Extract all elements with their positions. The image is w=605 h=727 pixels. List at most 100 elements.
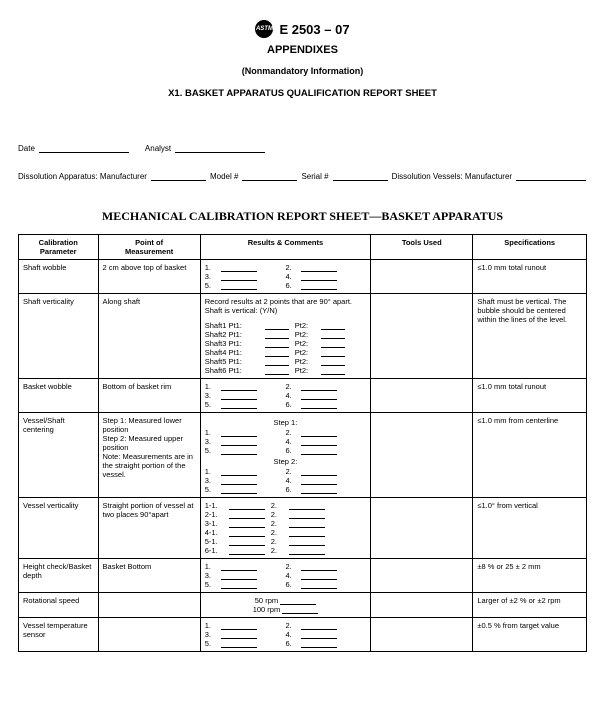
result-field[interactable] [229, 537, 265, 546]
appendixes-heading: APPENDIXES [18, 44, 587, 56]
result-field[interactable] [321, 321, 345, 330]
result-field[interactable] [301, 571, 337, 580]
tools-cell[interactable] [371, 593, 473, 618]
spec-cell: ≤1.0 mm total runout [473, 260, 587, 294]
result-field[interactable] [301, 382, 337, 391]
result-field[interactable] [301, 437, 337, 446]
results-cell: 1-1.2. 2-1.2. 3-1.2. 4-1.2. 5-1.2. 6-1.2… [200, 498, 370, 559]
result-field[interactable] [301, 400, 337, 409]
result-field[interactable] [289, 510, 325, 519]
results-cell: Record results at 2 points that are 90° … [200, 294, 370, 379]
row-temp-sensor: Vessel temperature sensor 1. 2. 3. 4. 5.… [19, 618, 587, 652]
result-field[interactable] [221, 437, 257, 446]
point-cell: Along shaft [98, 294, 200, 379]
spec-cell: Larger of ±2 % or ±2 rpm [473, 593, 587, 618]
result-field[interactable] [265, 330, 289, 339]
table-header-row: Calibration Parameter Point of Measureme… [19, 235, 587, 260]
result-field[interactable] [301, 428, 337, 437]
result-field[interactable] [221, 580, 257, 589]
result-field[interactable] [221, 467, 257, 476]
col-header-spec: Specifications [473, 235, 587, 260]
result-field[interactable] [229, 528, 265, 537]
manufacturer-field[interactable] [151, 171, 206, 181]
result-field[interactable] [221, 571, 257, 580]
param-cell: Vessel temperature sensor [19, 618, 99, 652]
serial-field[interactable] [333, 171, 388, 181]
result-field[interactable] [282, 605, 318, 614]
result-field[interactable] [221, 400, 257, 409]
result-field[interactable] [321, 366, 345, 375]
result-field[interactable] [229, 546, 265, 555]
result-field[interactable] [301, 485, 337, 494]
result-field[interactable] [301, 630, 337, 639]
result-field[interactable] [229, 519, 265, 528]
results-cell: 1. 2. 3. 4. 5. 6. [200, 379, 370, 413]
result-field[interactable] [321, 348, 345, 357]
tools-cell[interactable] [371, 559, 473, 593]
result-field[interactable] [221, 391, 257, 400]
result-field[interactable] [280, 596, 316, 605]
vessel-manufacturer-field[interactable] [516, 171, 586, 181]
row-height-check: Height check/Basket depth Basket Bottom … [19, 559, 587, 593]
tools-cell[interactable] [371, 379, 473, 413]
result-field[interactable] [221, 446, 257, 455]
result-field[interactable] [221, 272, 257, 281]
result-field[interactable] [301, 446, 337, 455]
result-field[interactable] [265, 348, 289, 357]
result-field[interactable] [321, 330, 345, 339]
result-field[interactable] [229, 501, 265, 510]
result-field[interactable] [221, 428, 257, 437]
result-field[interactable] [221, 263, 257, 272]
param-cell: Basket wobble [19, 379, 99, 413]
result-field[interactable] [301, 562, 337, 571]
tools-cell[interactable] [371, 618, 473, 652]
results-cell: 1. 2. 3. 4. 5. 6. [200, 559, 370, 593]
result-field[interactable] [265, 339, 289, 348]
result-field[interactable] [221, 476, 257, 485]
result-field[interactable] [301, 639, 337, 648]
result-field[interactable] [265, 366, 289, 375]
tools-cell[interactable] [371, 498, 473, 559]
result-field[interactable] [289, 537, 325, 546]
step1-label: Step 1: [205, 418, 366, 427]
result-field[interactable] [289, 501, 325, 510]
result-field[interactable] [221, 281, 257, 290]
spec-cell: ±8 % or 25 ± 2 mm [473, 559, 587, 593]
param-cell: Rotational speed [19, 593, 99, 618]
result-field[interactable] [265, 321, 289, 330]
result-field[interactable] [301, 621, 337, 630]
result-field[interactable] [265, 357, 289, 366]
standard-code: E 2503 – 07 [279, 22, 349, 37]
result-field[interactable] [221, 382, 257, 391]
result-field[interactable] [289, 528, 325, 537]
result-field[interactable] [221, 621, 257, 630]
spec-cell: Shaft must be vertical. The bubble shoul… [473, 294, 587, 379]
result-field[interactable] [301, 476, 337, 485]
row-basket-wobble: Basket wobble Bottom of basket rim 1. 2.… [19, 379, 587, 413]
result-field[interactable] [301, 263, 337, 272]
row-centering: Vessel/Shaft centering Step 1: Measured … [19, 413, 587, 498]
result-field[interactable] [301, 391, 337, 400]
analyst-field[interactable] [175, 143, 265, 153]
result-field[interactable] [289, 519, 325, 528]
result-field[interactable] [289, 546, 325, 555]
result-field[interactable] [221, 485, 257, 494]
result-field[interactable] [301, 467, 337, 476]
result-field[interactable] [301, 281, 337, 290]
result-field[interactable] [301, 272, 337, 281]
result-field[interactable] [221, 630, 257, 639]
col-header-results: Results & Comments [200, 235, 370, 260]
result-field[interactable] [221, 639, 257, 648]
tools-cell[interactable] [371, 294, 473, 379]
col-header-parameter: Calibration Parameter [19, 235, 99, 260]
tools-cell[interactable] [371, 413, 473, 498]
result-field[interactable] [229, 510, 265, 519]
date-field[interactable] [39, 143, 129, 153]
point-cell: Bottom of basket rim [98, 379, 200, 413]
tools-cell[interactable] [371, 260, 473, 294]
result-field[interactable] [321, 357, 345, 366]
result-field[interactable] [221, 562, 257, 571]
model-field[interactable] [242, 171, 297, 181]
result-field[interactable] [301, 580, 337, 589]
result-field[interactable] [321, 339, 345, 348]
